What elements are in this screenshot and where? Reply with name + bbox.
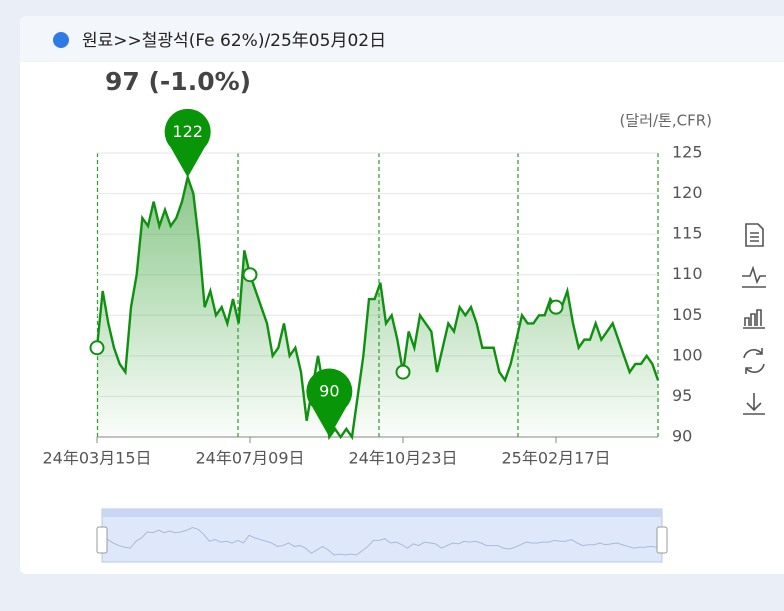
pin-label: 90 — [319, 382, 339, 401]
point-marker — [548, 299, 564, 315]
zoom-handle[interactable] — [656, 526, 668, 554]
x-tick-label: 24年03月15日 — [42, 449, 151, 468]
y-tick-label: 125 — [672, 143, 703, 162]
point-marker — [395, 364, 411, 380]
point-marker — [242, 267, 258, 283]
x-tick-label: 24年07月09日 — [195, 449, 304, 468]
pin — [164, 108, 211, 178]
chart-title: 원료>>철광석(Fe 62%)/25年05月02日 — [82, 31, 386, 51]
y-tick-label: 115 — [672, 224, 703, 243]
y-tick-label: 110 — [672, 264, 703, 283]
x-tick-label: 24年10月23日 — [348, 449, 457, 468]
y-tick-label: 90 — [672, 427, 692, 446]
point-marker — [89, 340, 105, 356]
current-value: 97 (-1.0%) — [105, 67, 251, 96]
toolbox[interactable] — [742, 223, 766, 415]
zoom-handle[interactable] — [96, 526, 108, 554]
card-header — [20, 16, 784, 62]
y-tick-label: 95 — [672, 386, 692, 405]
y-axis-unit: (달러/톤,CFR) — [620, 112, 712, 130]
legend-dot — [53, 32, 69, 48]
x-tick-label: 25年02月17日 — [501, 449, 610, 468]
pin — [306, 368, 353, 437]
pin-label: 122 — [172, 122, 203, 141]
y-tick-label: 120 — [672, 183, 703, 202]
line — [95, 173, 660, 441]
zoom-line — [101, 527, 663, 556]
zoom-bar[interactable] — [102, 509, 662, 517]
y-tick-label: 100 — [672, 345, 703, 364]
area — [97, 177, 658, 438]
y-tick-label: 105 — [672, 305, 703, 324]
